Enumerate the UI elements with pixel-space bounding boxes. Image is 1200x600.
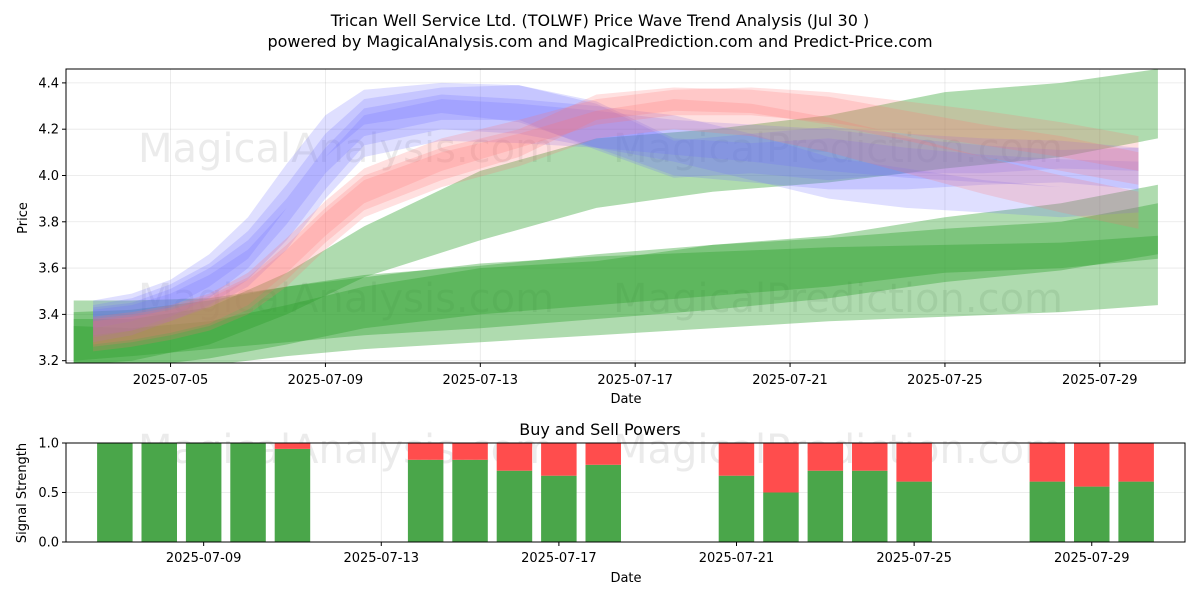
- buy-power-bar: [541, 475, 577, 542]
- sell-power-bar: [452, 443, 488, 460]
- price-x-tick-label: 2025-07-25: [907, 373, 983, 388]
- buy-power-bar: [185, 443, 222, 542]
- sell-power-bar: [1029, 443, 1066, 482]
- sell-power-bar: [496, 443, 533, 471]
- price-plot-frame: [65, 68, 1186, 364]
- sell-power-bar: [585, 443, 621, 465]
- watermark-text: MagicalAnalysis.com: [138, 276, 554, 322]
- bar-x-tick-label: 2025-07-13: [343, 551, 419, 566]
- buy-power-bar: [763, 492, 799, 542]
- buy-power-bar: [407, 459, 444, 542]
- chart-subtitle: powered by MagicalAnalysis.com and Magic…: [267, 32, 932, 51]
- price-band-blue-wave-4: [93, 99, 1139, 336]
- bar-chart-title: Buy and Sell Powers: [519, 420, 681, 439]
- buy-power-bar: [718, 475, 755, 542]
- price-x-axis-label: Date: [610, 392, 641, 407]
- sell-power-bar: [407, 443, 444, 460]
- price-y-axis-label: Price: [16, 202, 31, 234]
- buy-power-bar: [852, 470, 888, 542]
- price-band-red-wave-1: [93, 87, 1139, 347]
- watermark-text: MagicalAnalysis.com: [138, 126, 554, 172]
- price-y-tick-label: 3.4: [38, 308, 59, 323]
- buy-power-bar: [1074, 486, 1110, 542]
- price-band-green-band-3: [73, 203, 1158, 363]
- buy-power-bar: [496, 470, 533, 542]
- bar-x-tick-label: 2025-07-25: [876, 551, 952, 566]
- bar-y-tick-label: 1.0: [38, 437, 59, 452]
- price-y-tick-label: 3.6: [38, 262, 59, 277]
- bar-x-axis-label: Date: [610, 571, 641, 586]
- sell-power-bar: [541, 443, 577, 476]
- price-x-tick-label: 2025-07-21: [752, 373, 828, 388]
- price-wave-plot: 3.2 3.4 3.6 3.8 4.0 4.2 4.4 2025-07-05 2025-07-0…: [38, 68, 1186, 388]
- price-band-green-band-4: [73, 69, 1158, 363]
- sell-power-bar: [807, 443, 844, 471]
- sell-power-bar: [274, 443, 311, 449]
- price-y-tick-label: 4.4: [38, 76, 59, 91]
- bar-x-tick-label: 2025-07-29: [1054, 551, 1130, 566]
- buy-power-bar: [141, 443, 177, 542]
- price-band-green-band-2: [73, 235, 1158, 361]
- price-x-tick-label: 2025-07-05: [133, 373, 209, 388]
- price-y-tick-label: 3.2: [38, 354, 59, 369]
- bar-y-tick-label: 0.0: [38, 536, 59, 551]
- buy-power-bar: [1029, 481, 1066, 542]
- buy-power-bar: [230, 443, 266, 542]
- sell-power-bar: [1074, 443, 1110, 487]
- price-band-blue-wave-1: [93, 82, 1139, 329]
- price-x-tick-label: 2025-07-17: [597, 373, 673, 388]
- price-x-tick-label: 2025-07-09: [288, 373, 364, 388]
- price-y-tick-label: 4.2: [38, 123, 59, 138]
- price-band-red-wave-3: [93, 99, 1139, 352]
- bar-x-tick-label: 2025-07-21: [699, 551, 775, 566]
- watermark-text: MagicalPrediction.com: [613, 126, 1063, 172]
- price-x-tick-label: 2025-07-13: [443, 373, 519, 388]
- sell-power-bar: [852, 443, 888, 471]
- sell-power-bar: [1118, 443, 1154, 482]
- price-band-green-band-1: [73, 184, 1158, 363]
- bar-y-tick-label: 0.5: [38, 486, 59, 501]
- sell-power-bar: [896, 443, 932, 482]
- buy-power-bar: [97, 443, 133, 542]
- price-x-tick-label: 2025-07-29: [1062, 373, 1138, 388]
- bar-y-axis-label: Signal Strength: [15, 443, 30, 543]
- bar-x-tick-label: 2025-07-17: [521, 551, 597, 566]
- buy-power-bar: [585, 464, 621, 542]
- buy-power-bar: [452, 459, 488, 542]
- price-y-tick-label: 4.0: [38, 169, 59, 184]
- sell-power-bar: [718, 443, 755, 476]
- buy-sell-powers-plot: 0.0 0.5 1.0 2025-07-09 2025-07-13 2025-07-17 2…: [38, 437, 1186, 566]
- buy-power-bar: [896, 481, 932, 542]
- price-band-red-wave-2: [93, 87, 1139, 345]
- buy-power-bar: [1118, 481, 1154, 542]
- chart-title: Trican Well Service Ltd. (TOLWF) Price W…: [330, 11, 869, 30]
- price-y-tick-label: 3.8: [38, 215, 59, 230]
- price-band-blue-wave-3: [93, 94, 1139, 343]
- price-band-blue-wave-2: [93, 85, 1139, 338]
- buy-power-bar: [807, 470, 844, 542]
- buy-power-bar: [274, 448, 311, 542]
- sell-power-bar: [763, 443, 799, 493]
- watermark-text: MagicalPrediction.com: [613, 276, 1063, 322]
- bar-x-tick-label: 2025-07-09: [166, 551, 242, 566]
